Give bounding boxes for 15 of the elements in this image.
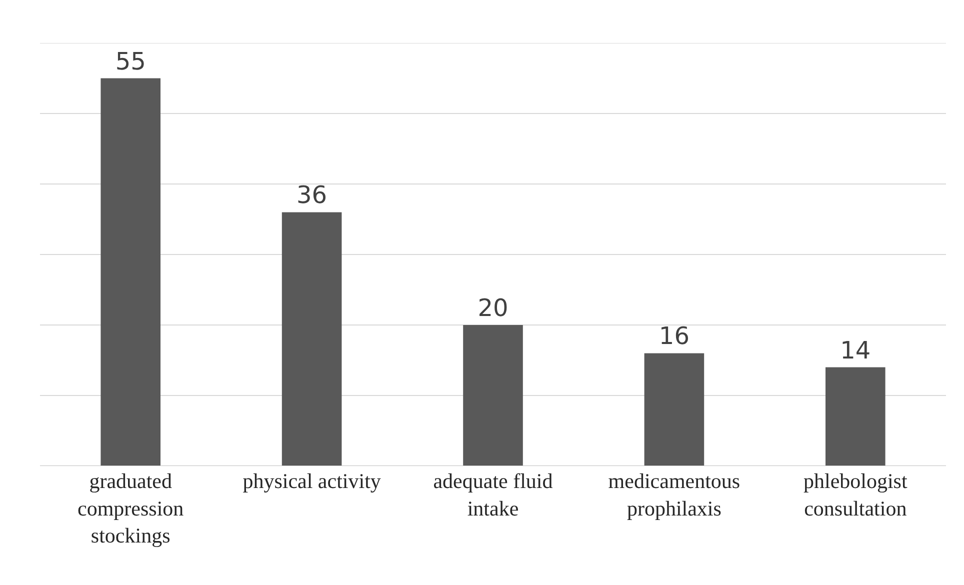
data-label: 36 [296, 181, 328, 210]
bar [644, 353, 704, 466]
bar [826, 367, 886, 466]
data-label: 55 [115, 47, 146, 76]
x-tick-label: graduated compression stockings [78, 469, 184, 548]
data-label: 14 [840, 336, 871, 364]
data-label: 16 [658, 322, 690, 350]
bar [100, 78, 160, 466]
x-tick-label: phlebologist consultation [803, 469, 908, 520]
x-tick-label: medicamentous prophilaxis [608, 469, 740, 520]
bar [282, 212, 342, 466]
data-label: 20 [478, 294, 508, 322]
x-tick-label: physical activity [242, 469, 382, 493]
x-tick-label: adequate fluid intake [433, 469, 554, 520]
bar [463, 325, 523, 466]
